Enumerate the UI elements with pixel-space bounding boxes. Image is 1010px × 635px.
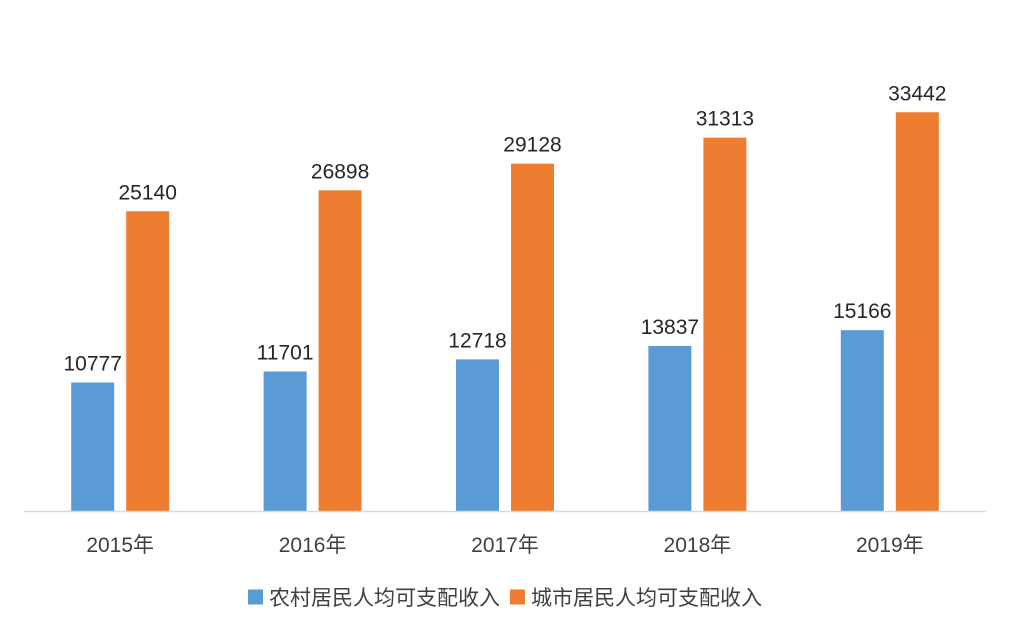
x-tick-label-4: 2019年 <box>856 534 924 557</box>
bar-rural-4 <box>840 330 884 511</box>
bar-urban-2 <box>511 163 554 511</box>
x-tick-label-1: 2016年 <box>279 534 347 557</box>
bar-urban-3 <box>703 137 747 511</box>
legend-label-rural: 农村居民人均可支配收入 <box>269 587 500 610</box>
bar-rural-1 <box>263 371 307 511</box>
bar-urban-4 <box>895 112 939 511</box>
legend-swatch-urban <box>510 589 525 605</box>
bars-layer <box>71 112 939 511</box>
data-label-rural-4: 15166 <box>833 300 891 323</box>
data-label-urban-4: 33442 <box>888 82 946 105</box>
data-labels-layer: 10777 25140 11701 26898 12718 29128 13837 31313… <box>63 82 946 375</box>
bar-rural-2 <box>456 359 499 511</box>
bar-rural-0 <box>71 382 115 511</box>
data-label-urban-0: 25140 <box>118 181 176 204</box>
x-tick-label-3: 2018年 <box>664 534 732 557</box>
bar-rural-3 <box>648 346 692 511</box>
data-label-rural-3: 13837 <box>641 316 699 339</box>
bar-urban-1 <box>318 190 362 511</box>
legend: 农村居民人均可支配收入 城市居民人均可支配收入 <box>248 587 762 610</box>
data-label-rural-1: 11701 <box>257 341 314 364</box>
x-tick-label-0: 2015年 <box>86 534 154 557</box>
data-label-rural-2: 12718 <box>448 329 506 352</box>
data-label-urban-3: 31313 <box>696 108 754 131</box>
legend-swatch-rural <box>248 589 263 605</box>
x-tick-label-2: 2017年 <box>471 534 539 557</box>
x-tick-labels-layer: 2015年 2016年 2017年 2018年 2019年 <box>86 534 923 557</box>
bar-urban-0 <box>126 211 170 511</box>
legend-label-urban: 城市居民人均可支配收入 <box>531 587 762 610</box>
data-label-urban-2: 29128 <box>503 134 561 157</box>
data-label-urban-1: 26898 <box>311 160 369 183</box>
data-label-rural-0: 10777 <box>63 353 121 376</box>
